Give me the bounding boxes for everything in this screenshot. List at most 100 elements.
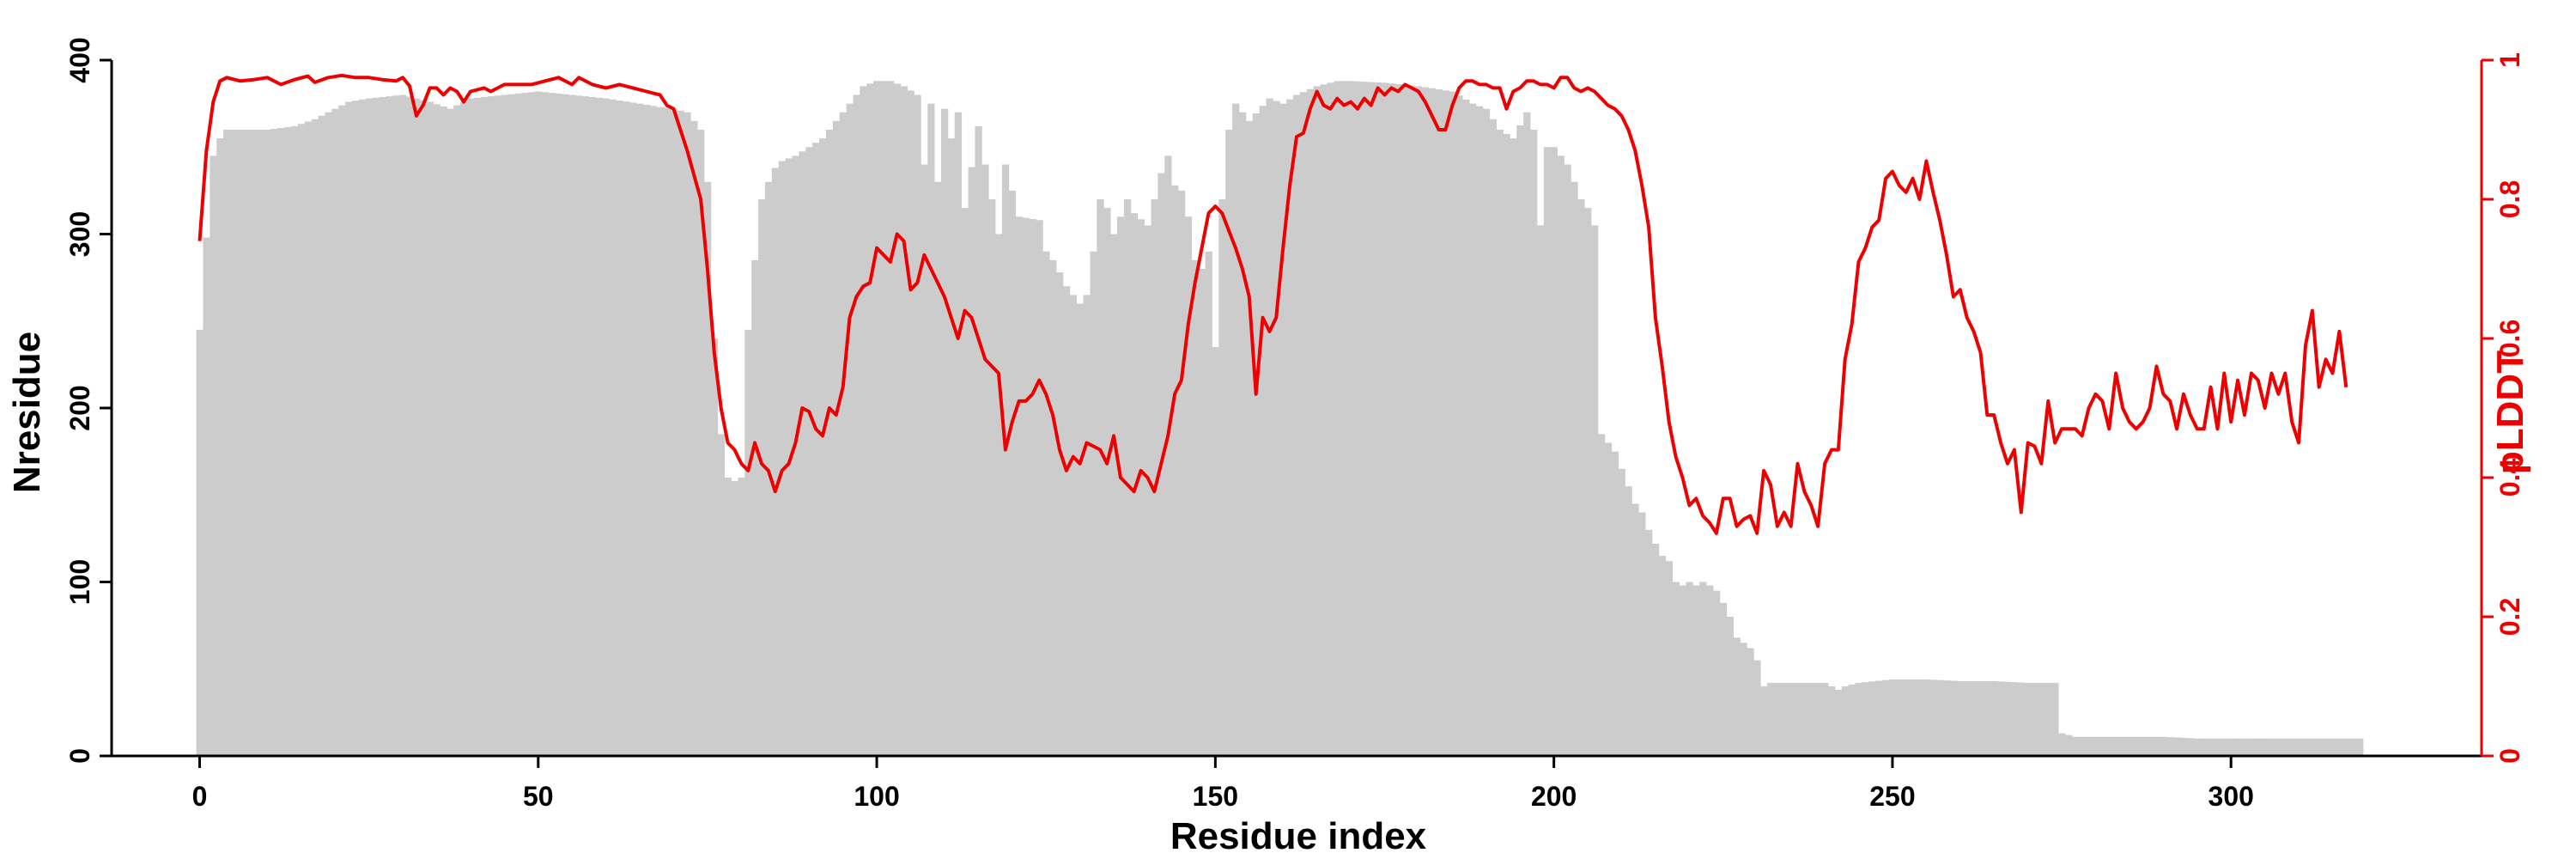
- plddt-line: [197, 73, 2348, 535]
- nresidue-bar: [487, 96, 495, 757]
- nresidue-bar: [1645, 529, 1653, 756]
- nresidue-bar: [1984, 680, 1991, 756]
- nresidue-bar: [1530, 130, 1538, 756]
- nresidue-bar: [2261, 738, 2269, 756]
- nresidue-bar: [1773, 682, 1782, 756]
- nresidue-bar: [284, 126, 292, 756]
- nresidue-bar: [616, 100, 623, 757]
- nresidue-bar: [2044, 682, 2052, 756]
- nresidue-bar: [1638, 512, 1646, 756]
- nresidue-bar: [447, 108, 454, 756]
- nresidue-bar: [981, 164, 989, 756]
- nresidue-bar: [649, 106, 658, 756]
- nresidue-bar: [1916, 679, 1923, 756]
- nresidue-bar: [1712, 590, 1721, 757]
- nresidue-bar: [2010, 682, 2019, 756]
- nresidue-bar: [2329, 738, 2336, 756]
- nresidue-bar: [392, 95, 400, 756]
- nresidue-bar: [683, 112, 691, 756]
- nresidue-bar: [1665, 561, 1674, 756]
- nresidue-bar: [412, 98, 421, 757]
- nresidue-bar: [1936, 679, 1944, 756]
- nresidue-bar: [480, 96, 489, 757]
- nresidue-bar: [555, 93, 562, 756]
- nresidue-bar: [1902, 679, 1911, 756]
- nresidue-bar: [1286, 99, 1294, 756]
- nresidue-bar: [995, 234, 1003, 756]
- nresidue-bar: [914, 94, 921, 756]
- nresidue-bar: [880, 81, 888, 757]
- nresidue-bar: [440, 107, 447, 756]
- nresidue-bar: [1618, 468, 1625, 757]
- nresidue-bar: [2085, 736, 2093, 756]
- nresidue-bar: [1963, 680, 1971, 756]
- nresidue-bar: [331, 108, 339, 756]
- nresidue-bar: [2221, 738, 2228, 756]
- nresidue-bar: [934, 181, 942, 756]
- nresidue-bar: [1205, 251, 1212, 756]
- nresidue-bar: [1814, 682, 1822, 756]
- nresidue-bar: [1571, 181, 1578, 756]
- nresidue-bar: [2166, 737, 2174, 756]
- y-tick-left-label: 0: [64, 748, 95, 764]
- nresidue-bar: [799, 151, 806, 756]
- nresidue-bar: [1564, 164, 1571, 756]
- nresidue-bar: [1056, 272, 1064, 756]
- nresidue-bar: [1652, 543, 1660, 756]
- nresidue-bar: [460, 101, 468, 757]
- nresidue-bar: [473, 97, 482, 757]
- nresidue-bar: [514, 93, 522, 756]
- y-tick-right-label: 0: [2494, 748, 2525, 764]
- nresidue-bar: [1909, 679, 1917, 756]
- nresidue-bar: [1949, 680, 1958, 756]
- nresidue-bar: [1699, 582, 1707, 756]
- nresidue-bar: [602, 98, 610, 757]
- nresidue-bar: [2017, 682, 2026, 756]
- nresidue-bar: [223, 130, 231, 756]
- nresidue-bar: [1455, 95, 1463, 757]
- nresidue-bar: [595, 97, 604, 757]
- nresidue-bar: [2078, 736, 2087, 756]
- nresidue-bar: [771, 168, 780, 757]
- nresidue-bar: [1855, 682, 1862, 756]
- nresidue-bar: [2268, 738, 2275, 756]
- nresidue-bar: [2207, 738, 2215, 756]
- nresidue-bar: [1238, 112, 1247, 756]
- nresidue-bar: [1557, 155, 1564, 757]
- nresidue-bar: [724, 478, 732, 756]
- nresidue-bar: [1360, 82, 1369, 757]
- nresidue-bar: [778, 161, 787, 756]
- y-tick-left-label: 300: [64, 211, 95, 257]
- nresidue-bar: [2214, 738, 2221, 756]
- nresidue-bar: [1029, 218, 1036, 756]
- nresidue-bar: [1753, 660, 1761, 757]
- nresidue-bar: [1862, 682, 1869, 756]
- nresidue-bar: [372, 97, 380, 757]
- nresidue-bar: [690, 120, 698, 757]
- nresidue-bar: [2295, 738, 2303, 756]
- nresidue-bar: [1293, 94, 1301, 756]
- nresidue-bar: [2160, 736, 2167, 756]
- nresidue-bar: [1049, 259, 1057, 757]
- nresidue-bar: [1347, 81, 1355, 757]
- x-tick-label: 250: [1869, 781, 1915, 812]
- nresidue-bar: [399, 94, 407, 756]
- nresidue-bar: [1597, 434, 1606, 757]
- nresidue-bar: [379, 96, 386, 757]
- nresidue-bar: [1550, 147, 1558, 756]
- nresidue-bar: [1184, 216, 1193, 756]
- nresidue-bar: [1001, 164, 1010, 756]
- nresidue-bar: [1449, 91, 1456, 756]
- nresidue-bar: [1828, 686, 1836, 756]
- nresidue-bar: [1834, 690, 1843, 756]
- nresidue-bar: [1536, 225, 1545, 757]
- nresidue-bar: [954, 112, 963, 756]
- nresidue-bar: [1706, 585, 1714, 756]
- nresidue-bar: [785, 158, 793, 756]
- nresidue-bar: [1218, 199, 1226, 756]
- nresidue-bar: [1117, 216, 1125, 756]
- nresidue-bar: [2024, 682, 2032, 756]
- x-tick-label: 0: [192, 781, 208, 812]
- nresidue-bar: [1178, 190, 1186, 757]
